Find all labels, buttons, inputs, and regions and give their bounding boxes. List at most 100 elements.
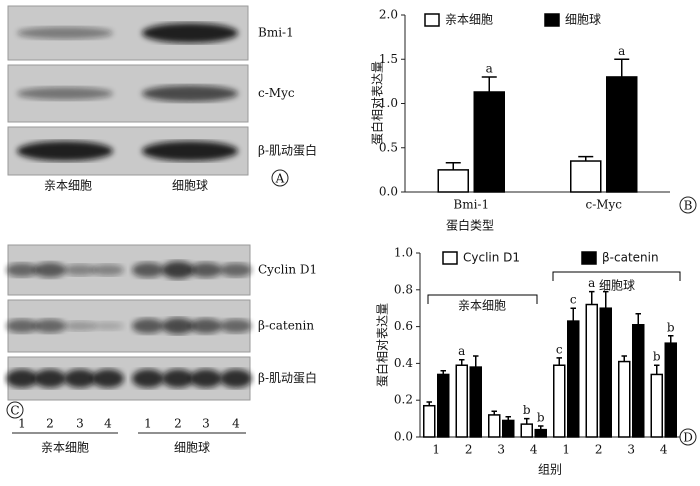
error-bar bbox=[481, 76, 497, 92]
error-bar bbox=[459, 358, 465, 366]
blot-band bbox=[34, 369, 66, 388]
significance-label: a bbox=[588, 276, 595, 290]
y-axis-title: 蛋白相对表达量 bbox=[370, 61, 385, 145]
bar bbox=[473, 91, 505, 193]
x-axis-title: 蛋白类型 bbox=[446, 218, 494, 233]
blot-band bbox=[6, 319, 38, 333]
y-tick-label: 0.0 bbox=[379, 185, 398, 199]
legend-label: Cyclin D1 bbox=[463, 251, 520, 265]
bar bbox=[488, 414, 501, 438]
panel-label: A bbox=[275, 172, 285, 186]
error-bar bbox=[578, 155, 594, 162]
error-bar bbox=[491, 410, 497, 415]
blot-band bbox=[6, 263, 38, 277]
error-bar bbox=[505, 416, 511, 421]
bar bbox=[469, 366, 482, 438]
y-tick-label: 1.0 bbox=[394, 246, 413, 260]
y-axis-title: 蛋白相对表达量 bbox=[375, 303, 390, 387]
blot-band bbox=[132, 369, 164, 388]
legend-label: β-catenin bbox=[602, 251, 659, 265]
x-tick-label: 1 bbox=[562, 443, 570, 457]
bar bbox=[599, 307, 612, 438]
y-tick-label: 0.6 bbox=[394, 319, 413, 333]
group-label: 亲本细胞 bbox=[458, 299, 506, 313]
lane-label: 3 bbox=[202, 417, 210, 431]
error-bar bbox=[570, 307, 576, 322]
blot-band bbox=[64, 264, 96, 276]
x-axis-title: 组别 bbox=[538, 463, 562, 477]
group-label: 细胞球 bbox=[174, 441, 210, 455]
blot-band bbox=[220, 263, 252, 277]
error-bar bbox=[426, 401, 432, 406]
legend-swatch bbox=[442, 251, 458, 265]
significance-label: a bbox=[618, 44, 625, 58]
y-tick-label: 0.5 bbox=[379, 140, 398, 154]
blot-band bbox=[162, 369, 194, 388]
blot-band bbox=[17, 141, 113, 161]
y-tick-label: 1.5 bbox=[379, 52, 398, 66]
blot-band bbox=[132, 262, 164, 278]
bar bbox=[606, 76, 638, 193]
group-label: 细胞球 bbox=[172, 179, 208, 193]
error-bar bbox=[603, 290, 609, 309]
lane-label: 2 bbox=[46, 417, 54, 431]
significance-label: b bbox=[667, 320, 675, 334]
blot-band bbox=[34, 262, 66, 278]
panel-marker bbox=[679, 428, 697, 446]
panel-label: D bbox=[683, 431, 693, 445]
error-bar bbox=[589, 290, 595, 305]
bar bbox=[455, 364, 468, 438]
error-bar bbox=[440, 370, 446, 375]
bar bbox=[632, 324, 645, 438]
x-tick-label: 4 bbox=[660, 443, 668, 457]
y-tick-label: 2.0 bbox=[379, 8, 398, 22]
error-bar bbox=[668, 335, 674, 344]
error-bar bbox=[524, 417, 530, 425]
blot-band bbox=[220, 369, 252, 388]
bar bbox=[664, 342, 677, 438]
band-label: Cyclin D1 bbox=[258, 263, 317, 277]
band-label: Bmi-1 bbox=[258, 26, 294, 40]
panel-marker bbox=[679, 196, 697, 214]
blot-band bbox=[190, 262, 222, 278]
blot-band bbox=[132, 318, 164, 334]
lane-label: 1 bbox=[18, 417, 26, 431]
blot-band bbox=[162, 261, 194, 279]
bar bbox=[618, 360, 631, 438]
significance-label: a bbox=[486, 61, 493, 75]
significance-label: c bbox=[570, 293, 577, 307]
bar bbox=[585, 303, 598, 438]
error-bar bbox=[445, 162, 461, 170]
error-bar bbox=[614, 58, 630, 77]
lane-label: 3 bbox=[76, 417, 84, 431]
group-bracket bbox=[552, 271, 681, 281]
blot-band bbox=[92, 264, 124, 276]
x-tick-label: 3 bbox=[627, 443, 635, 457]
panel-marker bbox=[6, 401, 24, 419]
lane-label: 4 bbox=[232, 417, 240, 431]
blot-band bbox=[190, 369, 222, 388]
blot-band bbox=[64, 321, 96, 331]
blot-band bbox=[92, 369, 124, 388]
significance-label: b bbox=[523, 403, 531, 417]
significance-label: a bbox=[458, 344, 465, 358]
significance-label: c bbox=[556, 342, 563, 356]
x-tick-label: 2 bbox=[465, 443, 473, 457]
error-bar bbox=[635, 312, 641, 325]
lane-label: 2 bbox=[174, 417, 182, 431]
legend-label: 亲本细胞 bbox=[445, 13, 493, 27]
blot-band bbox=[17, 87, 113, 100]
legend-label: 细胞球 bbox=[565, 13, 601, 27]
significance-label: b bbox=[653, 350, 661, 364]
x-tick-label: 4 bbox=[530, 443, 538, 457]
group-bracket bbox=[427, 294, 538, 304]
band-label: β-catenin bbox=[258, 319, 314, 333]
bar bbox=[502, 419, 515, 438]
blot-band bbox=[92, 321, 124, 331]
bar bbox=[650, 373, 663, 438]
bar bbox=[570, 160, 602, 193]
bar bbox=[437, 169, 469, 193]
panel-label: C bbox=[10, 404, 19, 418]
error-bar bbox=[654, 364, 660, 375]
group-label: 亲本细胞 bbox=[44, 179, 92, 193]
